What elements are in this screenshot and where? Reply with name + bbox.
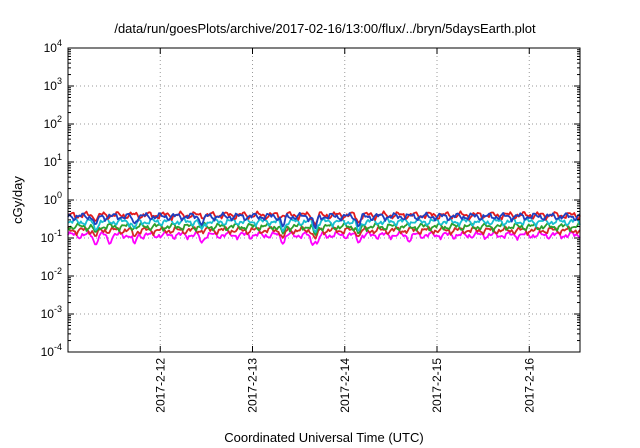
y-axis-label: cGy/day bbox=[10, 176, 25, 224]
x-tick-label: 2017-2-16 bbox=[522, 358, 536, 413]
series-line bbox=[67, 225, 581, 240]
y-axis: 10-4 10-3 10-2 10-1 100 101 102 103 104 bbox=[41, 38, 580, 359]
y-tick-label: 101 bbox=[44, 152, 62, 169]
y-tick-label: 10-3 bbox=[41, 304, 62, 321]
grid bbox=[68, 48, 580, 352]
x-tick-label: 2017-2-13 bbox=[246, 358, 260, 413]
y-tick-label: 100 bbox=[44, 190, 62, 207]
x-tick-label: 2017-2-14 bbox=[338, 358, 352, 413]
series-group bbox=[67, 210, 581, 246]
y-tick-label: 10-2 bbox=[41, 266, 62, 283]
chart-title: /data/run/goesPlots/archive/2017-02-16/1… bbox=[114, 21, 536, 36]
y-tick-label: 102 bbox=[44, 114, 62, 131]
y-tick-label: 104 bbox=[44, 38, 62, 55]
series-line bbox=[67, 211, 581, 230]
x-axis: 2017-2-12 2017-2-13 2017-2-14 2017-2-15 2017… bbox=[153, 48, 536, 413]
series-line bbox=[67, 221, 581, 236]
y-tick-label: 103 bbox=[44, 76, 62, 93]
x-axis-label: Coordinated Universal Time (UTC) bbox=[224, 430, 423, 445]
y-tick-label: 10-4 bbox=[41, 342, 62, 359]
y-tick-label: 10-1 bbox=[41, 228, 62, 245]
x-tick-label: 2017-2-15 bbox=[430, 358, 444, 413]
x-tick-label: 2017-2-12 bbox=[153, 358, 167, 413]
